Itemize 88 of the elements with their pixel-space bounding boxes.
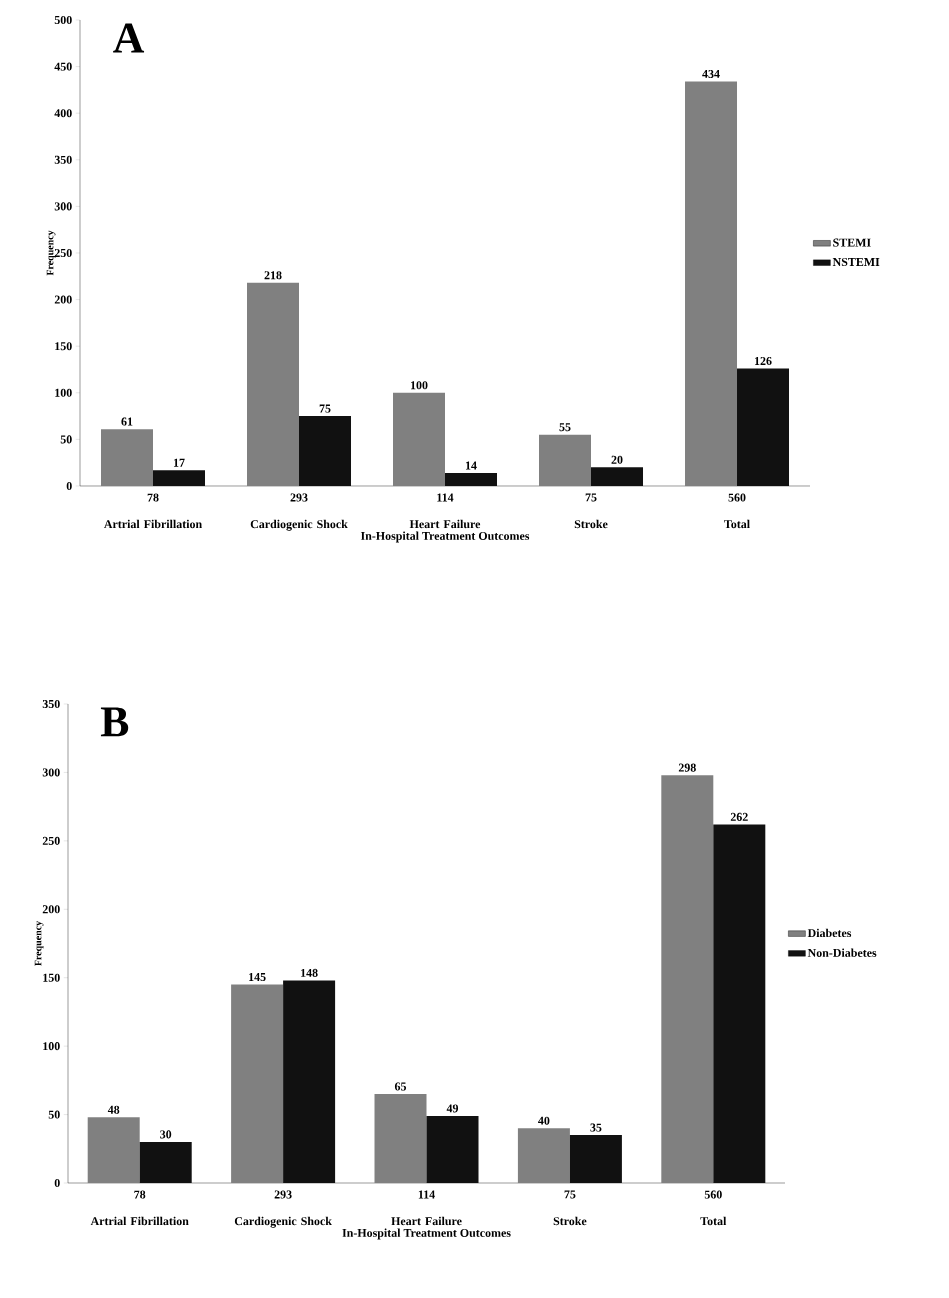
- bar: [374, 1094, 427, 1183]
- bar: [393, 392, 445, 486]
- x-tick-label: Artrial Fibrillation: [90, 1216, 189, 1226]
- chart-title: B: [100, 707, 129, 737]
- y-tick-label: 500: [54, 15, 72, 25]
- y-tick-label: 150: [55, 342, 72, 351]
- bar: [569, 1135, 622, 1183]
- bar: [283, 980, 336, 1183]
- text: 114: [437, 493, 454, 502]
- data-label: 126: [754, 357, 772, 366]
- data-label: 65: [394, 1082, 407, 1091]
- text: 78: [147, 493, 159, 502]
- y-tick-label: 150: [43, 973, 60, 982]
- y-tick-label: 50: [60, 435, 72, 444]
- x-tick-label: Heart Failure: [391, 1216, 462, 1226]
- bar: [591, 467, 644, 486]
- legend-label: Diabetes: [807, 928, 852, 938]
- y-tick-label: 350: [54, 155, 72, 164]
- x-axis-title: In-Hospital Treatment Outcomes: [342, 1228, 511, 1240]
- x-tick-label: Cardiogenic Shock: [250, 519, 348, 531]
- x-tick-label: Total: [700, 1216, 727, 1226]
- y-tick-label: 0: [54, 1178, 60, 1188]
- data-label: 20: [611, 455, 623, 464]
- bar: [517, 1128, 570, 1183]
- text: 114: [418, 1190, 435, 1199]
- y-tick-label: 250: [42, 836, 60, 845]
- data-label: 218: [264, 271, 282, 280]
- bar: [539, 434, 591, 486]
- y-axis-title: Frequency: [34, 920, 44, 966]
- data-label: 48: [107, 1105, 120, 1114]
- data-label: 49: [446, 1104, 459, 1113]
- text: 560: [728, 493, 746, 502]
- bar: [713, 824, 766, 1183]
- y-tick-label: 300: [42, 768, 60, 777]
- legend-label: Non-Diabetes: [807, 948, 877, 957]
- bar: [685, 81, 738, 486]
- chart-title: A: [113, 23, 145, 53]
- y-tick-label: 450: [54, 62, 72, 71]
- text: 75: [564, 1190, 576, 1199]
- bar: [247, 282, 299, 486]
- bar: [139, 1141, 192, 1183]
- x-tick-label: Stroke: [574, 519, 608, 529]
- data-label: 40: [538, 1116, 550, 1125]
- x-tick-label: Total: [724, 519, 750, 529]
- data-label: 148: [301, 968, 318, 977]
- bar: [737, 368, 790, 486]
- y-tick-label: 100: [43, 1042, 60, 1051]
- x-tick-label: Artrial Fibrillation: [103, 519, 202, 529]
- bar: [231, 984, 284, 1183]
- x-tick-label: Cardiogenic Shock: [234, 1216, 332, 1228]
- data-label: 434: [702, 69, 720, 78]
- data-label: 75: [319, 404, 331, 413]
- x-tick-label: Heart Failure: [409, 519, 481, 529]
- y-tick-label: 50: [48, 1110, 60, 1119]
- y-axis-title: Frequency: [46, 230, 56, 276]
- data-label: 14: [465, 461, 477, 470]
- legend-label: NSTEMI: [832, 257, 880, 267]
- text: 293: [290, 493, 308, 502]
- text: 293: [274, 1190, 292, 1199]
- x-axis-title: In-Hospital Treatment Outcomes: [360, 531, 530, 543]
- data-label: 17: [173, 458, 185, 467]
- y-tick-label: 350: [42, 699, 60, 709]
- y-tick-label: 300: [54, 202, 72, 211]
- y-tick-label: 200: [42, 905, 60, 914]
- text: 75: [585, 493, 597, 502]
- legend-label: STEMI: [833, 238, 871, 247]
- y-tick-label: 0: [66, 481, 72, 491]
- bar: [426, 1115, 479, 1183]
- bar: [101, 429, 153, 486]
- bar: [299, 416, 351, 486]
- bar: [87, 1117, 140, 1183]
- data-label: 262: [730, 812, 748, 821]
- data-label: 55: [559, 423, 571, 432]
- text: 560: [704, 1190, 722, 1199]
- data-label: 61: [121, 417, 133, 426]
- data-label: 35: [590, 1123, 602, 1132]
- bar: [661, 775, 714, 1183]
- y-tick-label: 100: [55, 388, 72, 397]
- data-label: 30: [160, 1130, 172, 1139]
- bar: [153, 470, 205, 486]
- x-tick-label: Stroke: [553, 1216, 587, 1226]
- bar: [445, 472, 497, 486]
- y-tick-label: 400: [54, 109, 72, 118]
- data-label: 100: [410, 381, 428, 390]
- data-label: 298: [678, 763, 696, 772]
- text: 78: [134, 1190, 146, 1199]
- data-label: 145: [249, 973, 266, 982]
- y-tick-label: 200: [54, 295, 72, 304]
